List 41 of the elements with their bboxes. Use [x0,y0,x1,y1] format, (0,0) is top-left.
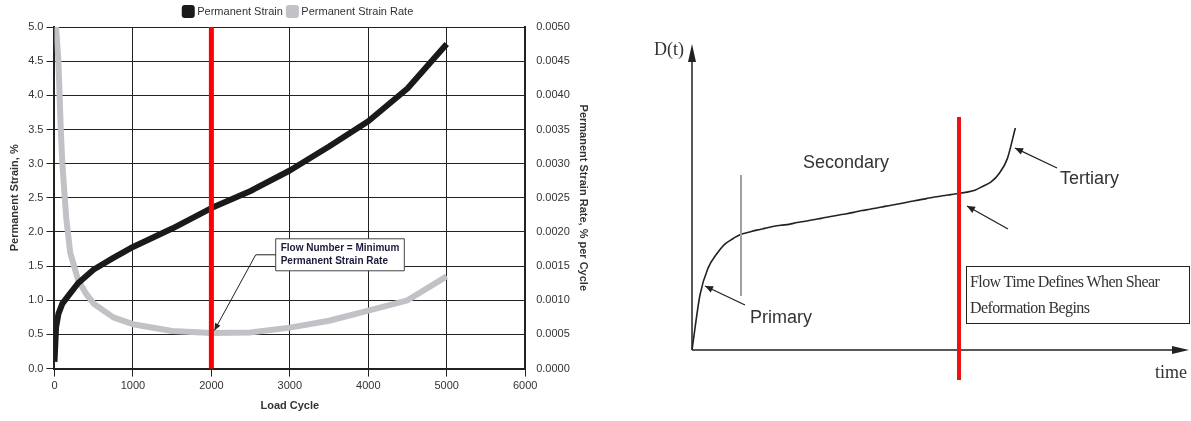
y-tick-label: 5.0 [28,20,44,33]
y-tick-label: 1.5 [28,259,44,272]
y2-tick-label: 0.0045 [536,54,570,67]
y2-tick-label: 0.0040 [536,88,570,101]
x-axis-title: time [1155,361,1187,382]
y2-tick-label: 0.0030 [536,156,570,169]
x-tick-label: 2000 [199,379,224,392]
y2-tick-label: 0.0020 [536,224,570,237]
x-tick-label: 6000 [512,379,538,392]
x-axis-title: Load Cycle [260,399,320,412]
y2-tick-label: 0.0035 [536,122,570,135]
annotation: Flow Time Defines When Shear Deformation Begins [966,266,1190,324]
y-tick-label: 2.5 [28,190,44,203]
y-tick-label: 2.0 [28,224,44,237]
y-axis-title: Permanent Strain, % [7,144,20,252]
annotation: Flow Number = Minimum Permanent Strain Rate [280,241,400,266]
x-tick-label: 3000 [277,379,303,392]
y2-tick-label: 0.0000 [536,361,570,374]
x-tick-label: 5000 [434,379,459,392]
y2-tick-label: 0.0025 [536,190,570,203]
x-tick-label: 0 [51,379,58,392]
y2-tick-label: 0.0015 [536,259,570,272]
y-tick-label: 1.0 [28,293,44,306]
x-tick-label: 4000 [356,379,381,392]
y-tick-label: 3.5 [28,122,44,135]
annotation: Tertiary [1060,168,1120,189]
y2-tick-label: 0.0050 [536,20,570,33]
y-tick-label: 4.0 [28,88,44,101]
y-tick-label: 3.0 [28,156,44,169]
x-tick-label: 1000 [120,379,146,392]
y2-tick-label: 0.0005 [536,327,570,340]
y2-tick-label: 0.0010 [536,293,570,306]
legend-label: Permanent Strain Rate [301,4,414,17]
legend-label: Permanent Strain [197,4,283,17]
annotation: Secondary [803,152,890,173]
y2-axis-title: Permanent Strain Rate, % per Cycle [578,104,591,292]
annotation: Primary [750,307,812,328]
y-axis-title: D(t) [654,38,684,60]
y-tick-label: 0.0 [28,361,44,374]
y-tick-label: 4.5 [28,54,44,67]
y-tick-label: 0.5 [28,327,44,340]
